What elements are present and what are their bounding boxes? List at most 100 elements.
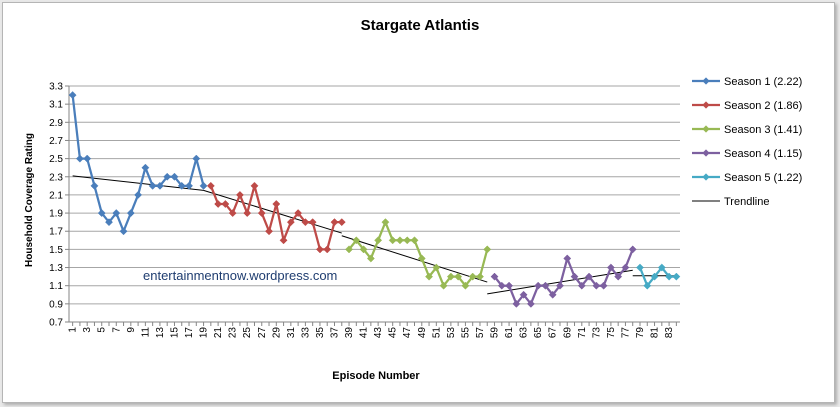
data-point [541, 281, 550, 290]
y-tick-label: 1.5 [49, 245, 63, 256]
data-point [381, 218, 390, 227]
y-tick-label: 0.7 [49, 318, 63, 329]
data-point [454, 272, 463, 281]
y-tick-label: 2.7 [49, 136, 63, 147]
series-1 [68, 91, 208, 236]
x-tick-label: 81 [650, 327, 661, 339]
chart-title: Stargate Atlantis [361, 17, 480, 34]
x-tick-label: 1 [68, 327, 79, 333]
x-tick-label: 7 [111, 327, 122, 333]
data-point [352, 236, 361, 245]
data-point [556, 281, 564, 290]
data-point [90, 181, 99, 190]
data-point [534, 281, 543, 290]
data-point [490, 272, 499, 281]
watermark-text: entertainmentnow.wordpress.com [143, 268, 337, 283]
x-tick-label: 39 [344, 327, 355, 339]
x-tick-label: 73 [591, 327, 602, 339]
data-point [105, 218, 113, 227]
legend-label: Season 4 (1.15) [724, 148, 802, 160]
data-point [177, 181, 186, 190]
data-point [330, 218, 339, 227]
x-tick-label: 65 [533, 327, 544, 339]
data-point [170, 172, 179, 181]
x-tick-label: 45 [388, 327, 399, 339]
data-point [206, 181, 215, 190]
data-point [185, 181, 193, 190]
data-point [526, 299, 535, 308]
legend-label: Trendline [724, 196, 769, 208]
x-tick-label: 83 [664, 327, 675, 339]
data-point [432, 263, 441, 272]
x-tick-label: 9 [126, 327, 137, 333]
data-point [650, 272, 659, 281]
data-point [163, 172, 172, 181]
x-tick-label: 19 [199, 327, 210, 339]
series-3 [345, 218, 492, 290]
legend-item: Season 3 (1.41) [692, 124, 802, 136]
data-point [396, 236, 404, 245]
y-tick-label: 1.3 [49, 263, 63, 274]
data-point [388, 236, 397, 245]
data-point [235, 190, 244, 199]
x-tick-label: 63 [519, 327, 530, 339]
data-point [636, 263, 644, 272]
legend-marker [702, 173, 710, 181]
legend-item: Trendline [692, 196, 769, 208]
x-tick-label: 75 [606, 327, 617, 339]
x-tick-label: 35 [315, 327, 326, 339]
data-point [286, 218, 295, 227]
y-axis-label: Household Coverage Rating [24, 133, 35, 267]
y-tick-label: 1.7 [49, 227, 63, 238]
series-2 [206, 181, 346, 254]
data-point [199, 181, 208, 190]
data-point [366, 254, 375, 263]
x-tick-label: 29 [271, 327, 282, 339]
y-tick-label: 1.9 [49, 209, 63, 220]
y-tick-label: 2.5 [49, 154, 63, 165]
data-point [461, 281, 470, 290]
data-point [570, 272, 579, 281]
x-tick-label: 53 [446, 327, 457, 339]
legend-item: Season 4 (1.15) [692, 148, 802, 160]
x-tick-label: 71 [577, 327, 588, 339]
x-tick-label: 33 [300, 327, 311, 339]
data-point [417, 254, 426, 263]
data-point [214, 200, 223, 208]
data-point [221, 200, 230, 208]
trendline-segment [341, 235, 488, 283]
data-point [548, 290, 557, 299]
data-point [279, 236, 288, 245]
data-point [585, 272, 594, 281]
x-tick-label: 3 [82, 327, 93, 333]
x-tick-label: 23 [228, 327, 239, 339]
x-tick-label: 31 [286, 327, 297, 339]
data-point [155, 181, 164, 190]
data-point [68, 91, 77, 100]
y-tick-label: 2.1 [49, 190, 63, 201]
x-tick-label: 15 [169, 327, 180, 339]
data-point [315, 245, 324, 254]
data-point [119, 227, 128, 236]
data-point [126, 209, 135, 218]
data-point [563, 254, 572, 263]
chart-frame [2, 2, 835, 403]
data-point [148, 181, 157, 190]
legend-label: Season 3 (1.41) [724, 124, 802, 136]
data-point [614, 272, 623, 281]
data-point [301, 218, 310, 227]
data-point [257, 209, 266, 218]
data-point [512, 299, 521, 308]
data-point [250, 181, 259, 190]
legend-label: Season 1 (2.22) [724, 76, 802, 88]
x-tick-label: 11 [140, 327, 151, 338]
data-point [657, 263, 666, 272]
series-4 [490, 245, 637, 308]
x-axis-label: Episode Number [332, 370, 420, 382]
x-tick-label: 13 [155, 327, 166, 339]
axes [65, 85, 680, 326]
y-tick-label: 1.1 [49, 281, 63, 292]
legend-item: Season 1 (2.22) [692, 76, 802, 88]
data-point [497, 281, 506, 290]
